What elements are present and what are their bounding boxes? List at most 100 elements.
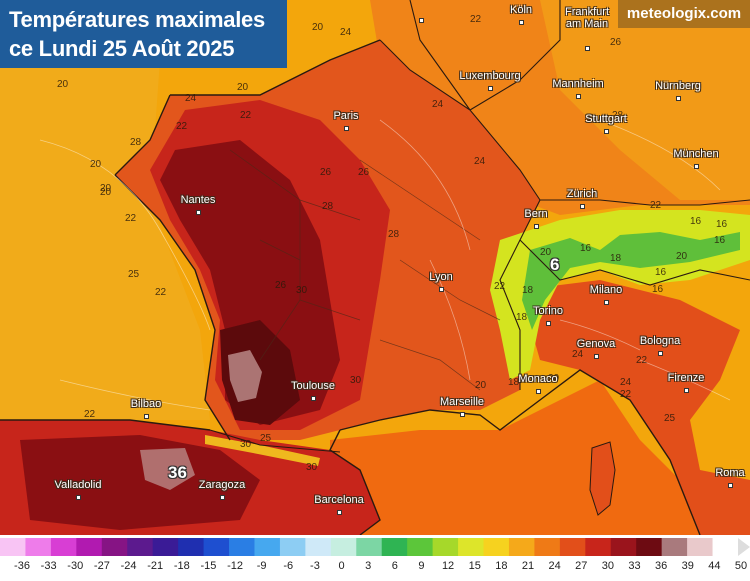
temperature-value-label: 25 — [664, 413, 676, 424]
temperature-value-label: 20 — [100, 187, 112, 198]
city-dot — [546, 321, 551, 326]
temperature-value-label: 20 — [100, 183, 112, 194]
legend-color-segment — [152, 538, 179, 556]
city-dot — [439, 287, 444, 292]
temperature-value-label: 18 — [508, 377, 520, 388]
temperature-value-label: 28 — [612, 110, 624, 121]
city-dot — [536, 389, 541, 394]
temperature-value-label: 22 — [474, 71, 486, 82]
city-dot — [144, 414, 149, 419]
city-label: Milano — [589, 284, 623, 296]
legend-tick-label: -21 — [147, 560, 164, 572]
legend-color-segment — [381, 538, 408, 556]
legend-tick-label: 27 — [575, 560, 588, 572]
legend-color-segment — [636, 538, 663, 556]
temperature-value-label: 26 — [320, 167, 332, 178]
city-dot — [585, 46, 590, 51]
temperature-value-label: 22 — [155, 287, 167, 298]
legend-color-segment — [178, 538, 205, 556]
atlantic-area — [0, 60, 210, 420]
city-label: Torino — [533, 305, 563, 317]
city-label: Bern — [524, 208, 548, 220]
city-label: Nantes — [180, 194, 216, 206]
germany-cooler — [540, 0, 750, 200]
city-label: Zaragoza — [198, 479, 246, 491]
city-label: Bologna — [639, 335, 681, 347]
temperature-values-layer: 20 24 20 20 24 22 22 20 28 20 22 22 25 20 22 24 22 26 28 28… — [57, 15, 727, 482]
temperature-value-label: 26 — [610, 37, 622, 48]
map-title-line-1: Températures maximales — [9, 7, 265, 32]
legend-color-segment — [712, 538, 739, 556]
legend-color-segment — [25, 538, 52, 556]
legend-tick-label: 24 — [548, 560, 561, 572]
isotherm-lines — [39, 119, 731, 411]
temperature-value-label: 16 — [580, 243, 592, 254]
legend-color-segment — [458, 538, 485, 556]
legend-color-segment — [432, 538, 459, 556]
spain-coastline — [0, 419, 381, 535]
city-label: Roma — [715, 467, 745, 479]
legend-tick-label: 44 — [708, 560, 721, 572]
legend-tick-label: -3 — [310, 560, 320, 572]
city-label: Zürich — [566, 188, 598, 200]
temperature-value-label: 18 — [516, 312, 528, 323]
legend-color-segment — [229, 538, 255, 556]
temperature-value-label: 18 — [522, 285, 534, 296]
temperature-value-label: 25 — [260, 433, 272, 444]
france-very-hot-zone — [160, 140, 340, 425]
legend-color-segment — [0, 538, 26, 556]
legend-color-segment — [585, 538, 612, 556]
temperature-value-label: 22 — [125, 213, 137, 224]
legend-tick-label: 9 — [418, 560, 425, 572]
city-dot — [460, 412, 465, 417]
city-dot — [419, 18, 424, 23]
temperature-value-label: 22 — [650, 200, 662, 211]
temperature-value-label: 30 — [296, 285, 308, 296]
brand-logo[interactable]: meteologix.com — [618, 0, 750, 28]
legend-tick-label: -12 — [227, 560, 243, 572]
city-label: Frankfurt am Main — [564, 6, 610, 30]
legend-tick-label: 36 — [654, 560, 668, 572]
city-dot — [694, 164, 699, 169]
temperature-value-label: 20 — [540, 247, 552, 258]
temperature-value-label: 16 — [652, 284, 664, 295]
city-label: Genova — [576, 338, 616, 350]
legend-color-segment — [279, 538, 306, 556]
city-dot — [76, 495, 81, 500]
city-label: Firenze — [667, 372, 705, 384]
france-coastline — [114, 39, 381, 441]
temperature-value-label: 26 — [275, 280, 287, 291]
legend-color-segment — [356, 538, 383, 556]
legend-tick-label: 30 — [601, 560, 614, 572]
legend-color-segment — [661, 538, 688, 556]
temperature-value-label: 16 — [655, 267, 667, 278]
city-dot — [519, 20, 524, 25]
temperature-value-label: 28 — [130, 137, 142, 148]
city-label: Köln — [509, 4, 533, 16]
mediterranean-sea — [330, 380, 750, 535]
city-label: Paris — [333, 110, 359, 122]
temperature-value-label: 24 — [620, 377, 632, 388]
temperature-value-label: 22 — [636, 355, 648, 366]
legend-tick-label: -33 — [40, 560, 57, 572]
city-dot — [728, 483, 733, 488]
legend-tick-label: -18 — [173, 560, 190, 572]
temperature-value-label: 24 — [185, 93, 197, 104]
temperature-value-label: 20 — [475, 380, 487, 391]
city-dot — [488, 86, 493, 91]
city-dot — [220, 495, 225, 500]
legend-tick-label: -30 — [67, 560, 84, 572]
city-dot — [576, 94, 581, 99]
france-peak-zone — [228, 350, 262, 402]
legend-tick-label: 0 — [338, 560, 345, 572]
legend-color-segment — [508, 538, 535, 556]
city-label: Toulouse — [290, 380, 336, 392]
temperature-value-label: 20 — [312, 22, 324, 33]
legend-color-segment — [610, 538, 637, 556]
corsica — [589, 441, 616, 516]
legend-tick-label: -6 — [283, 560, 294, 572]
city-dot — [684, 388, 689, 393]
temperature-value-label: 30 — [350, 375, 362, 386]
spain-very-hot — [20, 435, 260, 530]
legend-color-segment — [407, 538, 434, 556]
